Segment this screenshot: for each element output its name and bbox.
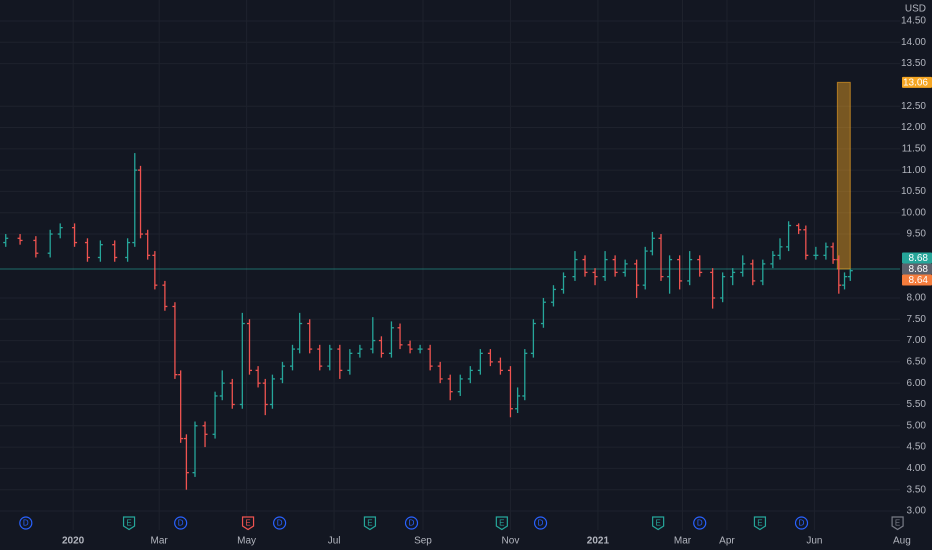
y-tick-label: 7.00	[907, 335, 927, 346]
x-tick-label: 2021	[587, 536, 610, 547]
y-tick-label: 14.00	[901, 37, 926, 48]
y-tick-label: 5.50	[907, 399, 927, 410]
y-tick-label: 8.00	[907, 293, 927, 304]
y-tick-label: 7.50	[907, 314, 927, 325]
event-marker	[241, 516, 255, 531]
x-tick-label: Mar	[674, 536, 692, 547]
event-label: E	[126, 519, 131, 528]
currency-label: USD	[905, 4, 926, 15]
price-label-box	[902, 263, 932, 275]
event-marker	[273, 516, 287, 530]
price-label-box	[902, 76, 932, 88]
x-tick-label: Sep	[414, 536, 432, 547]
x-tick-label: Jul	[328, 536, 341, 547]
y-tick-label: 13.50	[901, 58, 926, 69]
y-tick-label: 3.00	[907, 506, 927, 517]
event-label: E	[895, 519, 900, 528]
event-marker	[19, 516, 33, 530]
event-marker	[404, 516, 419, 530]
event-label: E	[367, 519, 372, 528]
event-label: D	[799, 519, 805, 528]
event-marker	[174, 516, 188, 530]
event-marker	[891, 516, 904, 531]
x-tick-label: Nov	[502, 536, 520, 547]
event-label: E	[757, 519, 762, 528]
event-marker	[122, 516, 136, 531]
y-tick-label: 12.00	[901, 122, 926, 133]
y-tick-label: 10.00	[901, 207, 926, 218]
x-tick-label: Apr	[719, 536, 735, 547]
price-label-box	[902, 274, 932, 286]
y-tick-label: 4.50	[907, 442, 927, 453]
price-label: 8.64	[909, 275, 929, 286]
x-tick-label: Jun	[806, 536, 822, 547]
y-tick-label: 10.50	[901, 186, 926, 197]
event-label: E	[499, 519, 504, 528]
event-label: D	[277, 519, 283, 528]
event-label: E	[245, 519, 250, 528]
y-tick-label: 11.00	[902, 165, 927, 176]
y-tick-label: 6.50	[907, 357, 927, 368]
x-tick-label: Mar	[151, 536, 169, 547]
y-tick-label: 14.50	[901, 16, 926, 27]
y-tick-label: 11.50	[902, 143, 927, 154]
event-marker	[533, 516, 548, 530]
price-label: 13.06	[903, 77, 928, 88]
x-tick-label: Aug	[893, 536, 911, 547]
y-tick-label: 6.00	[907, 378, 927, 389]
event-marker	[693, 516, 707, 530]
price-label-box	[902, 252, 932, 264]
y-tick-label: 4.00	[907, 463, 927, 474]
event-label: D	[178, 519, 184, 528]
event-marker	[363, 516, 377, 531]
highlight-box	[836, 81, 851, 270]
event-label: D	[697, 519, 703, 528]
event-label: E	[655, 519, 660, 528]
event-marker	[794, 516, 809, 530]
event-marker	[495, 516, 508, 531]
y-tick-label: 9.50	[907, 229, 927, 240]
x-tick-label: 2020	[62, 536, 85, 547]
event-label: D	[23, 519, 29, 528]
event-label: D	[409, 519, 415, 528]
x-tick-label: May	[237, 536, 256, 547]
y-tick-label: 12.50	[901, 101, 926, 112]
event-marker	[652, 516, 665, 531]
y-tick-label: 5.00	[907, 420, 927, 431]
y-tick-label: 3.50	[907, 484, 927, 495]
price-label: 8.68	[909, 264, 929, 275]
price-label: 8.68	[909, 253, 929, 264]
event-label: D	[538, 519, 544, 528]
event-marker	[753, 516, 767, 531]
